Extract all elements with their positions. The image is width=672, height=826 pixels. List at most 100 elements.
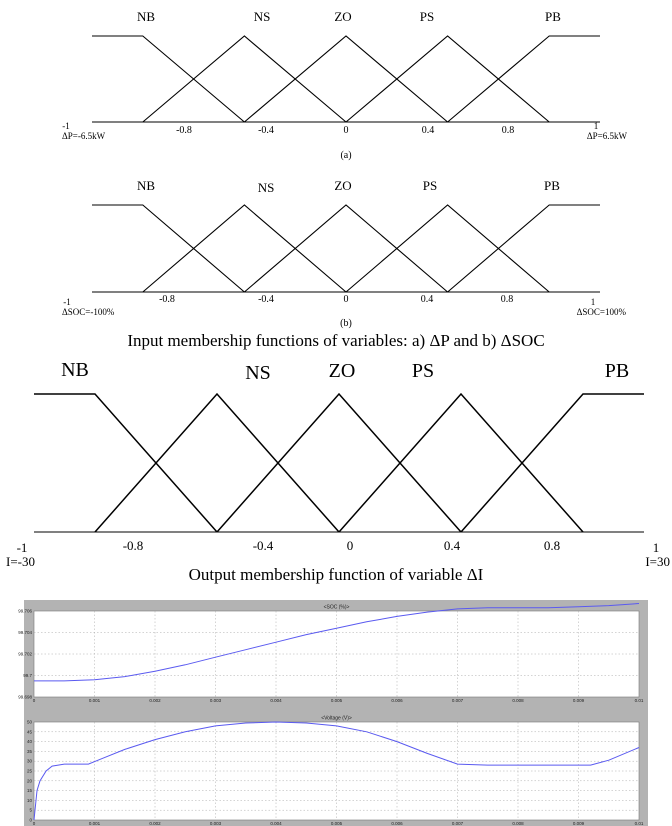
panel-b-curves bbox=[92, 204, 600, 293]
voltage-y-tick-label: 25 bbox=[27, 769, 33, 774]
panel-c-tick-neg08: -0.8 bbox=[123, 538, 144, 553]
panel-a-right-unit: ΔP=6.5kW bbox=[587, 131, 628, 141]
panel-b-right-unit: ΔSOC=100% bbox=[577, 307, 627, 317]
panel-c-label-ns: NS bbox=[245, 362, 271, 384]
panel-a-mf-pb bbox=[447, 35, 600, 123]
soc-x-tick-label: 0.007 bbox=[452, 698, 464, 703]
panel-b-left-end: -1 bbox=[63, 297, 71, 307]
panel-c-mf-ns bbox=[94, 392, 340, 533]
panel-c-mf-zo bbox=[216, 392, 462, 533]
soc-x-tick-label: 0.005 bbox=[331, 698, 343, 703]
panel-c-tick-0: 0 bbox=[347, 538, 354, 553]
panel-a-left-unit: ΔP=-6.5kW bbox=[62, 131, 106, 141]
voltage-y-tick-label: 5 bbox=[29, 808, 32, 813]
soc-x-tick-label: 0.01 bbox=[635, 698, 644, 703]
soc-x-tick-label: 0.002 bbox=[149, 698, 161, 703]
panel-b-sublabel: (b) bbox=[340, 318, 352, 329]
panel-b-mf-pb bbox=[447, 204, 600, 293]
membership-panel-b: NB NS ZO PS PB -0.8 -0.4 0 0.4 0.8 -1 ΔS… bbox=[62, 178, 626, 329]
panel-a-mf-nb bbox=[92, 35, 245, 123]
soc-x-tick-label: 0 bbox=[33, 698, 36, 703]
voltage-y-tick-label: 20 bbox=[27, 778, 33, 783]
membership-panel-output: NB NS ZO PS PB -0.8 -0.4 0 0.4 0.8 -1 I=… bbox=[6, 359, 670, 569]
panel-b-label-zo: ZO bbox=[334, 178, 351, 193]
panel-a-sublabel: (a) bbox=[340, 150, 351, 161]
membership-panel-a: NB NS ZO PS PB -0.8 -0.4 0 0.4 0.8 -1 ΔP… bbox=[62, 9, 627, 161]
panel-c-curves bbox=[34, 392, 644, 533]
panel-b-mf-nb bbox=[92, 204, 245, 293]
panel-b-left-unit: ΔSOC=-100% bbox=[62, 307, 115, 317]
voltage-y-tick-label: 15 bbox=[27, 788, 33, 793]
voltage-x-tick-label: 0.01 bbox=[635, 821, 644, 826]
soc-x-tick-label: 0.009 bbox=[573, 698, 585, 703]
voltage-x-tick-label: 0.001 bbox=[89, 821, 101, 826]
panel-b-mf-zo bbox=[244, 204, 448, 293]
panel-c-tick-neg04: -0.4 bbox=[253, 538, 274, 553]
panel-b-label-nb: NB bbox=[137, 178, 155, 193]
voltage-y-tick-label: 35 bbox=[27, 749, 33, 754]
panel-c-mf-nb bbox=[34, 393, 218, 533]
voltage-y-tick-label: 40 bbox=[27, 739, 33, 744]
voltage-x-tick-label: 0.007 bbox=[452, 821, 464, 826]
voltage-y-tick-label: 10 bbox=[27, 798, 33, 803]
panel-c-right-unit: I=30 bbox=[645, 554, 670, 569]
soc-x-tick-label: 0.001 bbox=[89, 698, 101, 703]
caption-output: Output membership function of variable Δ… bbox=[188, 565, 484, 584]
soc-x-tick-label: 0.003 bbox=[210, 698, 222, 703]
panel-c-label-ps: PS bbox=[412, 360, 434, 382]
panel-a-tick-neg04: -0.4 bbox=[258, 125, 274, 136]
voltage-x-tick-label: 0.009 bbox=[573, 821, 585, 826]
soc-scope-title: <SOC (%)> bbox=[324, 605, 350, 611]
panel-b-tick-neg04: -0.4 bbox=[258, 294, 274, 305]
soc-y-tick-label: 99.7 bbox=[23, 673, 32, 678]
panel-c-tick-04: 0.4 bbox=[444, 538, 461, 553]
panel-c-left-end: -1 bbox=[17, 540, 28, 555]
voltage-x-tick-label: 0.004 bbox=[270, 821, 282, 826]
panel-c-label-zo: ZO bbox=[329, 360, 356, 382]
voltage-y-tick-label: 50 bbox=[27, 720, 33, 725]
panel-a-left-end: -1 bbox=[62, 121, 70, 131]
soc-y-tick-label: 99.706 bbox=[18, 609, 32, 614]
panel-b-tick-neg08: -0.8 bbox=[159, 294, 175, 305]
voltage-x-tick-label: 0.002 bbox=[149, 821, 161, 826]
soc-x-tick-label: 0.004 bbox=[270, 698, 282, 703]
panel-a-mf-zo bbox=[244, 35, 448, 123]
voltage-x-tick-label: 0.003 bbox=[210, 821, 222, 826]
panel-b-right-end: 1 bbox=[591, 297, 596, 307]
voltage-x-tick-label: 0.008 bbox=[512, 821, 524, 826]
panel-a-label-zo: ZO bbox=[334, 9, 351, 24]
panel-c-tick-08: 0.8 bbox=[544, 538, 560, 553]
scope-screenshot: 0 0.001 0.002 0.003 0.004 0.005 0.006 0.007 0.00… bbox=[18, 600, 648, 826]
voltage-y-tick-label: 0 bbox=[29, 818, 32, 823]
voltage-scope-plot: 0 0.001 0.002 0.003 0.004 0.005 0.006 0.007 0.00… bbox=[27, 716, 644, 826]
panel-a-label-ps: PS bbox=[420, 9, 434, 24]
panel-b-label-ps: PS bbox=[423, 178, 437, 193]
panel-c-mf-ps bbox=[338, 392, 584, 533]
panel-b-tick-0: 0 bbox=[344, 294, 349, 305]
panel-b-label-pb: PB bbox=[544, 178, 560, 193]
panel-b-tick-04: 0.4 bbox=[421, 294, 434, 305]
panel-b-mf-ps bbox=[345, 204, 550, 293]
panel-b-label-ns: NS bbox=[258, 180, 275, 195]
panel-c-right-end: 1 bbox=[653, 540, 660, 555]
voltage-x-tick-label: 0 bbox=[33, 821, 36, 826]
soc-y-tick-label: 99.698 bbox=[18, 695, 32, 700]
panel-a-tick-0: 0 bbox=[344, 125, 349, 136]
panel-a-tick-08: 0.8 bbox=[502, 125, 515, 136]
panel-a-label-nb: NB bbox=[137, 9, 155, 24]
panel-a-label-ns: NS bbox=[254, 9, 271, 24]
voltage-x-tick-label: 0.005 bbox=[331, 821, 343, 826]
panel-b-tick-08: 0.8 bbox=[501, 294, 514, 305]
panel-c-label-nb: NB bbox=[61, 359, 89, 381]
panel-a-mf-ps bbox=[345, 35, 550, 123]
panel-a-label-pb: PB bbox=[545, 9, 561, 24]
panel-c-mf-pb bbox=[460, 393, 644, 533]
voltage-scope-title: <Voltage (V)> bbox=[321, 716, 352, 722]
soc-x-tick-label: 0.008 bbox=[512, 698, 524, 703]
soc-y-tick-label: 99.704 bbox=[18, 630, 32, 635]
panel-a-right-end: 1 bbox=[594, 121, 599, 131]
soc-scope-plot: 0 0.001 0.002 0.003 0.004 0.005 0.006 0.007 0.00… bbox=[18, 603, 644, 703]
soc-y-tick-label: 99.702 bbox=[18, 652, 32, 657]
soc-trace-line bbox=[34, 603, 640, 682]
